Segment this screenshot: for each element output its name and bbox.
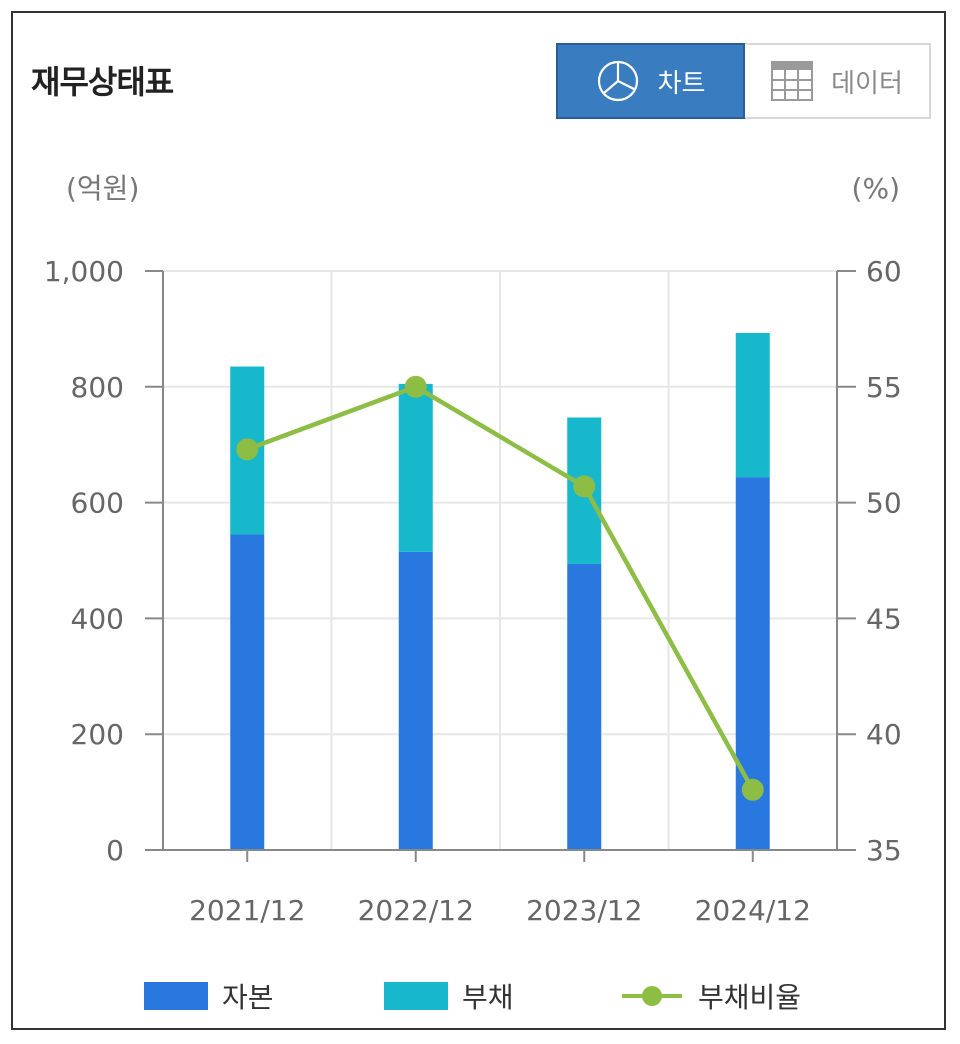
bar-liability bbox=[735, 332, 770, 478]
legend-swatch-ratio bbox=[622, 986, 682, 1006]
legend-label-ratio: 부채비율 bbox=[698, 981, 802, 1014]
x-tick-label: 2022/12 bbox=[358, 894, 474, 927]
right-tick-label: 45 bbox=[866, 602, 902, 635]
bar-capital bbox=[230, 534, 265, 850]
ratio-line bbox=[246, 384, 755, 791]
right-tick-label: 60 bbox=[866, 255, 902, 288]
right-tick-label: 50 bbox=[866, 487, 902, 520]
left-tick-label: 0 bbox=[106, 834, 124, 867]
legend-label-capital: 자본 bbox=[222, 981, 274, 1014]
left-tick-label: 400 bbox=[71, 602, 124, 635]
left-tick-label: 600 bbox=[71, 487, 124, 520]
ratio-line-layer bbox=[236, 375, 764, 801]
bar-liability bbox=[398, 383, 433, 552]
left-tick-label: 1,000 bbox=[44, 255, 124, 288]
financial-statement-panel: 재무상태표 차트 bbox=[11, 11, 946, 1030]
right-tick-label: 35 bbox=[866, 834, 902, 867]
ratio-point bbox=[573, 475, 596, 498]
pie-chart-icon bbox=[596, 59, 640, 103]
bar-capital bbox=[398, 551, 433, 850]
bar-capital bbox=[567, 563, 602, 850]
x-tick-label: 2023/12 bbox=[526, 894, 642, 927]
legend-item-liability: 부채 bbox=[384, 972, 514, 1020]
right-tick-label: 40 bbox=[866, 718, 902, 751]
ratio-point bbox=[236, 438, 259, 461]
right-axis-unit: (%) bbox=[852, 172, 900, 205]
legend-swatch-liability bbox=[384, 982, 448, 1010]
ratio-point bbox=[741, 778, 764, 801]
bar-layer bbox=[230, 332, 770, 850]
ratio-point bbox=[404, 375, 427, 398]
tab-chart-label: 차트 bbox=[657, 68, 706, 99]
panel-title: 재무상태표 bbox=[31, 63, 174, 101]
legend-item-capital: 자본 bbox=[144, 972, 274, 1020]
legend-label-liability: 부채 bbox=[462, 981, 514, 1014]
x-tick-label: 2024/12 bbox=[695, 894, 811, 927]
grid-layer bbox=[163, 270, 837, 850]
left-axis-unit: (억원) bbox=[66, 172, 139, 205]
legend-swatch-capital bbox=[144, 982, 208, 1010]
tab-data[interactable]: 데이터 bbox=[745, 43, 931, 119]
x-tick-label: 2021/12 bbox=[189, 894, 305, 927]
table-grid-icon bbox=[771, 61, 814, 101]
left-tick-label: 200 bbox=[71, 718, 124, 751]
chart-legend: 자본 부채 부채비율 bbox=[0, 972, 960, 1020]
legend-item-ratio: 부채비율 bbox=[620, 972, 801, 1020]
left-tick-label: 800 bbox=[71, 371, 124, 404]
right-tick-label: 55 bbox=[866, 371, 902, 404]
tab-chart[interactable]: 차트 bbox=[556, 43, 745, 119]
axis-layer: 1,000 800 600 400 200 0 60 55 50 45 40 35 2021/12 202… bbox=[44, 255, 902, 927]
tab-data-label: 데이터 bbox=[831, 68, 903, 99]
view-toggle: 차트 데이터 bbox=[556, 43, 931, 119]
